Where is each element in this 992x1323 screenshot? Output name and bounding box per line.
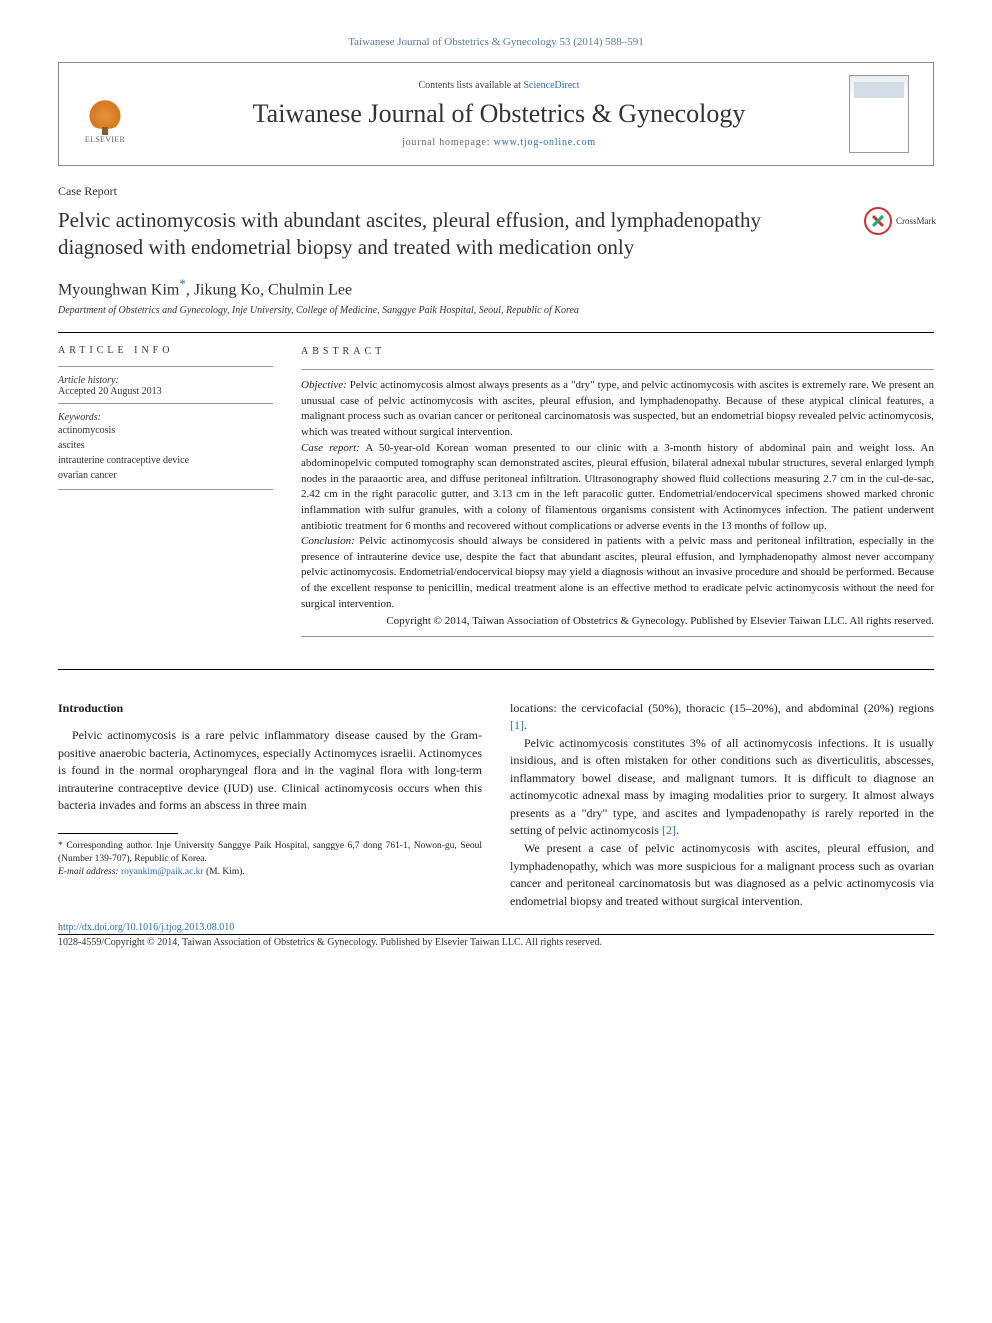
contents-available: Contents lists available at ScienceDirec…: [149, 80, 849, 91]
divider-mid: [58, 669, 934, 670]
abstract-objective: Objective: Pelvic actinomycosis almost a…: [301, 378, 934, 440]
footer-copyright: 1028-4559/Copyright © 2014, Taiwan Assoc…: [58, 934, 934, 948]
article-type: Case Report: [58, 184, 934, 199]
abstract-label: ABSTRACT: [301, 345, 934, 359]
case-text: A 50-year-old Korean woman presented to …: [301, 442, 934, 532]
meta-hr-1: [58, 366, 273, 367]
abstract-copyright: Copyright © 2014, Taiwan Association of …: [301, 614, 934, 630]
p3-b: .: [676, 823, 679, 837]
crossmark-label: CrossMark: [896, 216, 936, 226]
abstract-case: Case report: A 50-year-old Korean woman …: [301, 441, 934, 535]
elsevier-label: ELSEVIER: [85, 135, 125, 144]
homepage-prefix: journal homepage:: [402, 137, 494, 148]
body-para: Pelvic actinomycosis constitutes 3% of a…: [510, 735, 934, 840]
homepage-link[interactable]: www.tjog-online.com: [494, 137, 596, 148]
divider-top: [58, 332, 934, 333]
journal-header: ELSEVIER Contents lists available at Sci…: [58, 62, 934, 166]
authors-rest: , Jikung Ko, Chulmin Lee: [186, 281, 352, 298]
keyword: ovarian cancer: [58, 468, 273, 483]
history-label: Article history:: [58, 375, 273, 386]
corresponding-footnote: * Corresponding author. Inje University …: [58, 840, 482, 866]
body-para: We present a case of pelvic actinomycosi…: [510, 840, 934, 910]
abstract-conclusion: Conclusion: Pelvic actinomycosis should …: [301, 534, 934, 612]
article-body: Introduction Pelvic actinomycosis is a r…: [58, 700, 934, 910]
abstract-hr: [301, 369, 934, 370]
ref-link[interactable]: [2]: [662, 823, 676, 837]
conclusion-label: Conclusion:: [301, 535, 355, 547]
affiliation: Department of Obstetrics and Gynecology,…: [58, 305, 934, 316]
keyword: ascites: [58, 438, 273, 453]
p2-b: .: [524, 718, 527, 732]
keyword: actinomycosis: [58, 423, 273, 438]
introduction-heading: Introduction: [58, 700, 482, 718]
abstract-hr-bottom: [301, 636, 934, 637]
p3-a: Pelvic actinomycosis constitutes 3% of a…: [510, 736, 934, 838]
sciencedirect-link[interactable]: ScienceDirect: [523, 80, 579, 91]
footnote-separator: [58, 833, 178, 834]
footnotes: * Corresponding author. Inje University …: [58, 840, 482, 878]
cover-thumbnail-col: [849, 75, 915, 153]
citation-line: Taiwanese Journal of Obstetrics & Gyneco…: [58, 36, 934, 48]
ref-link[interactable]: [1]: [510, 718, 524, 732]
email-label: E-mail address:: [58, 867, 121, 877]
authors-line: Myounghwan Kim*, Jikung Ko, Chulmin Lee: [58, 276, 934, 299]
accepted-date: Accepted 20 August 2013: [58, 386, 273, 397]
abstract-col: ABSTRACT Objective: Pelvic actinomycosis…: [301, 345, 934, 645]
elsevier-tree-icon: [83, 85, 127, 129]
article-info-col: ARTICLE INFO Article history: Accepted 2…: [58, 345, 273, 645]
journal-cover-thumb: [849, 75, 909, 153]
journal-title: Taiwanese Journal of Obstetrics & Gyneco…: [149, 99, 849, 129]
article-title: Pelvic actinomycosis with abundant ascit…: [58, 207, 838, 262]
journal-homepage: journal homepage: www.tjog-online.com: [149, 137, 849, 148]
keywords-label: Keywords:: [58, 412, 273, 423]
p2-a: locations: the cervicofacial (50%), thor…: [510, 701, 934, 715]
email-suffix: (M. Kim).: [204, 867, 245, 877]
elsevier-logo: ELSEVIER: [77, 83, 133, 145]
body-para: locations: the cervicofacial (50%), thor…: [510, 700, 934, 735]
conclusion-text: Pelvic actinomycosis should always be co…: [301, 535, 934, 609]
crossmark-badge[interactable]: CrossMark: [864, 207, 936, 235]
keywords-list: actinomycosis ascites intrauterine contr…: [58, 423, 273, 483]
doi-link[interactable]: http://dx.doi.org/10.1016/j.tjog.2013.08…: [58, 922, 934, 933]
body-para: Pelvic actinomycosis is a rare pelvic in…: [58, 727, 482, 815]
meta-hr-3: [58, 489, 273, 490]
objective-label: Objective:: [301, 379, 347, 391]
crossmark-icon: [864, 207, 892, 235]
article-info-label: ARTICLE INFO: [58, 345, 273, 356]
keyword: intrauterine contraceptive device: [58, 453, 273, 468]
publisher-logo-col: ELSEVIER: [77, 83, 149, 145]
email-link[interactable]: royankim@paik.ac.kr: [121, 867, 204, 877]
meta-hr-2: [58, 403, 273, 404]
objective-text: Pelvic actinomycosis almost always prese…: [301, 379, 934, 438]
case-label: Case report:: [301, 442, 360, 454]
author-primary: Myounghwan Kim: [58, 281, 179, 298]
email-footnote: E-mail address: royankim@paik.ac.kr (M. …: [58, 866, 482, 879]
contents-prefix: Contents lists available at: [418, 80, 523, 91]
